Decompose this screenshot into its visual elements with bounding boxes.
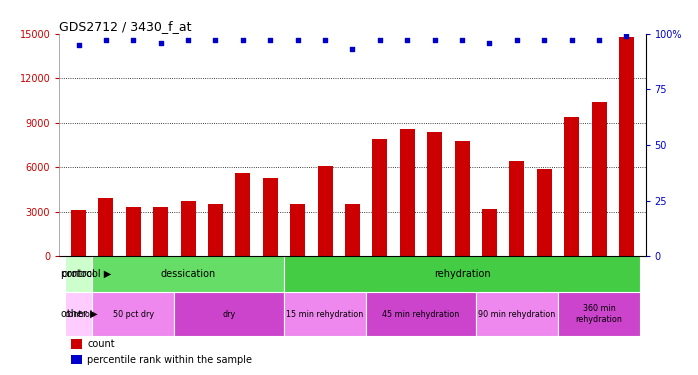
Point	[320, 38, 331, 44]
Bar	[98, 198, 114, 256]
Point	[621, 33, 632, 39]
Point	[347, 46, 358, 53]
Point	[593, 38, 604, 44]
Bar	[284, 292, 366, 336]
Point	[237, 38, 248, 44]
Point	[539, 38, 550, 44]
Bar	[284, 256, 640, 292]
Bar	[537, 169, 552, 256]
Bar	[92, 292, 174, 336]
Bar	[235, 173, 251, 256]
Point	[101, 38, 112, 44]
Point	[182, 38, 193, 44]
Bar	[262, 178, 278, 256]
Bar	[427, 132, 443, 256]
Bar	[290, 204, 305, 256]
Text: other ▶: other ▶	[61, 309, 97, 319]
Text: 50 pct dry: 50 pct dry	[113, 310, 154, 319]
Bar	[476, 292, 558, 336]
Bar	[372, 139, 387, 256]
Point	[265, 38, 276, 44]
Bar	[65, 256, 92, 292]
Bar	[619, 37, 634, 256]
Bar	[208, 204, 223, 256]
Text: 15 min rehydration: 15 min rehydration	[286, 310, 364, 319]
Point	[73, 42, 84, 48]
Text: percentile rank within the sample: percentile rank within the sample	[87, 355, 253, 365]
Text: dry: dry	[223, 310, 236, 319]
Bar	[92, 256, 284, 292]
Point	[566, 38, 577, 44]
Text: 45 min rehydration: 45 min rehydration	[383, 310, 459, 319]
Bar	[400, 129, 415, 256]
Text: control: control	[61, 269, 96, 279]
Bar	[181, 201, 195, 256]
Bar	[345, 204, 360, 256]
Point	[512, 38, 523, 44]
Text: rehydration: rehydration	[433, 269, 491, 279]
Bar	[174, 292, 284, 336]
Bar	[318, 166, 333, 256]
Bar	[558, 292, 640, 336]
Text: protocol ▶: protocol ▶	[61, 269, 111, 279]
Point	[456, 38, 468, 44]
Text: 360 min
rehydration: 360 min rehydration	[576, 304, 623, 324]
Text: 90 min rehydration: 90 min rehydration	[478, 310, 556, 319]
Bar	[366, 292, 476, 336]
Bar	[71, 355, 82, 364]
Point	[484, 40, 495, 46]
Bar	[126, 207, 141, 256]
Text: control: control	[64, 310, 93, 319]
Bar	[591, 102, 607, 256]
Bar	[153, 207, 168, 256]
Bar	[454, 141, 470, 256]
Text: GDS2712 / 3430_f_at: GDS2712 / 3430_f_at	[59, 20, 192, 33]
Point	[155, 40, 166, 46]
Point	[210, 38, 221, 44]
Bar	[482, 209, 497, 256]
Point	[292, 38, 303, 44]
Point	[402, 38, 413, 44]
Bar	[71, 339, 82, 349]
Point	[374, 38, 385, 44]
Point	[128, 38, 139, 44]
Bar	[65, 292, 92, 336]
Text: count: count	[87, 339, 115, 349]
Text: dessication: dessication	[161, 269, 216, 279]
Bar	[564, 117, 579, 256]
Bar	[71, 210, 86, 256]
Bar	[510, 161, 524, 256]
Point	[429, 38, 440, 44]
